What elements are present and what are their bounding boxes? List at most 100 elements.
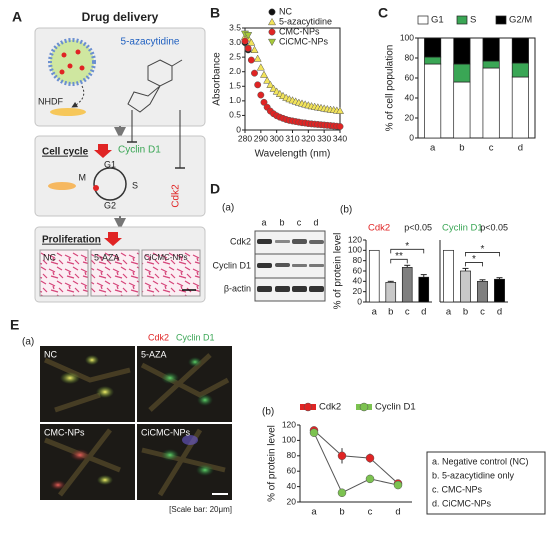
data-point bbox=[335, 106, 345, 114]
sub-label: (a) bbox=[22, 337, 34, 348]
data-point bbox=[393, 480, 403, 490]
x-tick-label: 330 bbox=[317, 133, 331, 143]
legend-label: G1 bbox=[431, 15, 444, 26]
chart-title: Cdk2 bbox=[368, 223, 390, 234]
chart-note: p<0.05 bbox=[480, 222, 508, 232]
drug-label: 5-azacytidine bbox=[121, 37, 180, 48]
bar bbox=[401, 267, 413, 303]
y-tick-label: 100 bbox=[400, 32, 414, 42]
lane-label: b bbox=[279, 217, 284, 227]
legend-marker bbox=[268, 28, 276, 36]
x-tick-label: b bbox=[388, 307, 393, 318]
y-axis-label: % of protein level bbox=[267, 425, 278, 502]
significance-bracket bbox=[390, 258, 408, 264]
sub-label: (a) bbox=[222, 203, 234, 214]
key-entry: c. CMC-NPs bbox=[432, 484, 482, 494]
y-tick-label: 80 bbox=[405, 52, 415, 62]
legend-label: CMC-NPs bbox=[279, 26, 320, 36]
legend-label: NC bbox=[279, 6, 292, 16]
x-tick-label: 320 bbox=[301, 133, 315, 143]
y-tick-label: 0.5 bbox=[229, 110, 241, 120]
data-point bbox=[266, 80, 275, 88]
legend-marker bbox=[268, 8, 276, 16]
y-tick-label: 2.0 bbox=[229, 66, 241, 76]
image-label: CiCMC-NPs bbox=[144, 253, 188, 262]
bar bbox=[443, 249, 454, 303]
lane-label: a bbox=[261, 217, 266, 227]
significance-label: * bbox=[405, 241, 409, 252]
legend-label: 5-azacytidine bbox=[279, 16, 332, 26]
down-arrow bbox=[94, 144, 112, 158]
bands bbox=[257, 239, 324, 292]
cell bbox=[48, 182, 76, 190]
lane-label: d bbox=[313, 217, 318, 227]
series-line bbox=[313, 432, 399, 494]
cell bbox=[50, 108, 86, 116]
band-label: Cyclin D1 bbox=[212, 260, 251, 270]
x-tick-label: 340 bbox=[333, 133, 347, 143]
x-tick-label: d bbox=[518, 143, 523, 154]
x-tick-label: d bbox=[497, 307, 502, 318]
key-entry: d. CiCMC-NPs bbox=[432, 498, 492, 508]
legend-marker bbox=[267, 38, 277, 47]
phase: M bbox=[79, 172, 87, 182]
micrographs bbox=[40, 346, 232, 500]
bar-segment bbox=[511, 37, 529, 64]
data-point bbox=[247, 56, 255, 64]
significance-bracket bbox=[390, 248, 425, 254]
bar-segment bbox=[424, 63, 442, 139]
micrograph bbox=[39, 249, 89, 297]
drug-dots bbox=[59, 49, 85, 75]
image-label: NC bbox=[43, 252, 56, 262]
y-tick-label: 0 bbox=[409, 132, 414, 142]
band-label: β-actin bbox=[224, 283, 251, 293]
bar bbox=[494, 278, 505, 303]
y-axis-label: % of protein level bbox=[333, 233, 344, 310]
legend-label: S bbox=[470, 15, 476, 26]
data-point bbox=[337, 488, 347, 498]
data-point bbox=[257, 91, 265, 99]
image-label: CiCMC-NPs bbox=[141, 427, 190, 437]
y-tick-label: 100 bbox=[282, 435, 296, 445]
data-point bbox=[253, 54, 262, 62]
key-entry: a. Negative control (NC) bbox=[432, 456, 529, 466]
band-label: Cdk2 bbox=[230, 236, 251, 246]
x-tick-label: d bbox=[395, 507, 400, 518]
data-point bbox=[263, 76, 272, 84]
bar bbox=[368, 249, 380, 303]
down-arrow bbox=[104, 232, 122, 246]
legend-label: CiCMC-NPs bbox=[279, 36, 328, 46]
stain-label: Cyclin D1 bbox=[176, 332, 215, 342]
x-tick-label: 310 bbox=[285, 133, 299, 143]
legend-marker bbox=[303, 402, 313, 412]
y-tick-label: 20 bbox=[405, 112, 415, 122]
panel-label: D bbox=[210, 181, 220, 197]
data-point bbox=[256, 63, 265, 71]
micrograph bbox=[90, 249, 140, 297]
x-tick-label: b bbox=[339, 507, 344, 518]
legend-marker bbox=[359, 402, 369, 412]
structure bbox=[127, 59, 183, 113]
panel-label: E bbox=[10, 317, 19, 333]
y-tick-label: 60 bbox=[353, 265, 363, 275]
data-point bbox=[250, 45, 259, 53]
y-tick-label: 40 bbox=[353, 276, 363, 286]
significance-label: * bbox=[472, 254, 476, 265]
legend-label: Cdk2 bbox=[319, 402, 341, 413]
x-tick-label: c bbox=[480, 307, 485, 318]
y-tick-label: 3.5 bbox=[229, 22, 241, 32]
bar-segment bbox=[482, 60, 500, 69]
lane-label: c bbox=[297, 217, 302, 227]
panel-label: C bbox=[378, 5, 388, 21]
data-point bbox=[309, 428, 319, 437]
bar-segment bbox=[453, 63, 471, 83]
y-axis-label: % of cell population bbox=[385, 45, 396, 132]
legend-swatch bbox=[495, 15, 507, 25]
data-point bbox=[244, 44, 252, 52]
bar bbox=[385, 282, 397, 303]
data-point bbox=[244, 32, 253, 40]
y-tick-label: 100 bbox=[348, 245, 362, 255]
y-tick-label: 60 bbox=[287, 465, 297, 475]
x-tick-label: c bbox=[489, 143, 494, 154]
legend-label: Cyclin D1 bbox=[375, 402, 416, 413]
